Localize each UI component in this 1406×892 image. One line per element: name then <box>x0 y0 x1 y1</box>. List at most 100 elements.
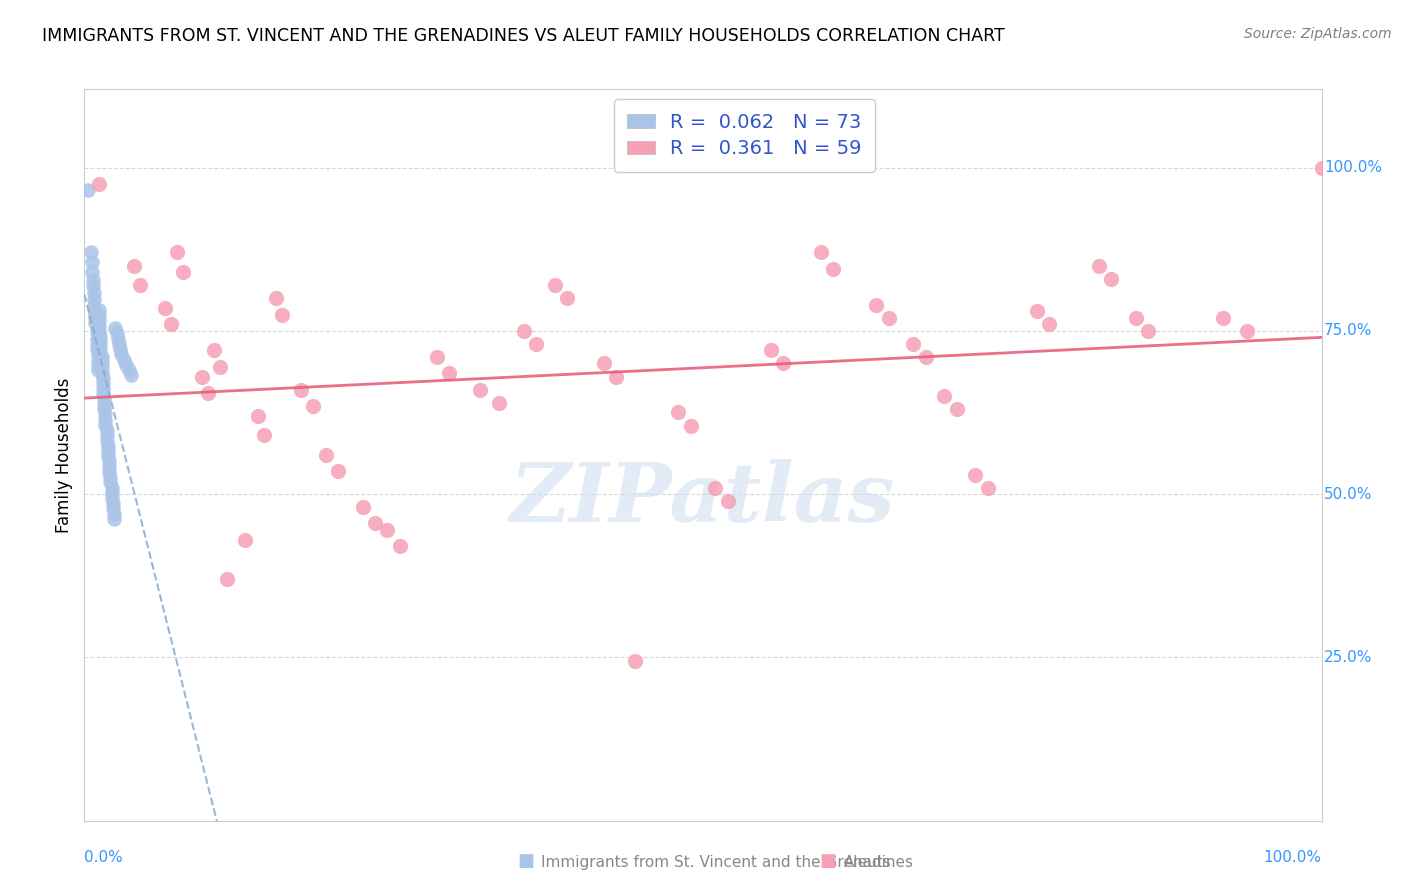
Point <box>543 278 565 293</box>
Point <box>666 405 689 419</box>
Point <box>89 313 111 327</box>
Point <box>166 245 188 260</box>
Point <box>87 347 110 361</box>
Point <box>209 359 232 374</box>
Point <box>118 363 141 377</box>
Point <box>101 496 124 510</box>
Point <box>197 385 219 400</box>
Point <box>86 337 108 351</box>
Point <box>86 342 108 356</box>
Point <box>326 464 349 478</box>
Point <box>439 366 461 380</box>
Text: 25.0%: 25.0% <box>1324 650 1372 665</box>
Point <box>94 412 117 426</box>
Text: ■: ■ <box>517 852 534 870</box>
Point <box>1137 324 1160 338</box>
Point <box>605 369 627 384</box>
Point <box>965 467 987 482</box>
Text: 50.0%: 50.0% <box>1324 487 1372 501</box>
Point <box>100 491 122 505</box>
Point <box>94 408 117 422</box>
Point <box>87 352 110 367</box>
Point <box>821 261 844 276</box>
Point <box>100 481 122 495</box>
Point <box>1026 304 1049 318</box>
Point <box>84 305 107 319</box>
Point <box>865 298 887 312</box>
Point <box>89 318 111 333</box>
Point <box>98 459 121 474</box>
Point <box>264 291 287 305</box>
Point <box>90 366 112 380</box>
Point <box>90 355 112 369</box>
Point <box>89 334 111 349</box>
Point <box>84 305 107 319</box>
Point <box>80 265 103 279</box>
Point <box>98 454 121 468</box>
Point <box>87 363 110 377</box>
Text: 0.0%: 0.0% <box>84 850 124 865</box>
Point <box>86 321 108 335</box>
Point <box>976 481 998 495</box>
Point <box>624 654 647 668</box>
Point <box>877 310 900 325</box>
Point <box>97 449 120 463</box>
Point <box>202 343 225 358</box>
Point <box>86 326 108 341</box>
Point <box>93 402 115 417</box>
Point <box>98 465 121 479</box>
Point <box>315 448 337 462</box>
Point <box>89 177 111 191</box>
Point <box>1099 271 1122 285</box>
Text: 100.0%: 100.0% <box>1264 850 1322 865</box>
Point <box>108 337 131 351</box>
Point <box>377 523 399 537</box>
Point <box>160 318 183 332</box>
Point <box>679 418 702 433</box>
Point <box>91 381 114 395</box>
Point <box>96 434 118 448</box>
Point <box>87 358 110 372</box>
Point <box>97 439 120 453</box>
Point <box>488 395 510 409</box>
Text: Immigrants from St. Vincent and the Grenadines: Immigrants from St. Vincent and the Gren… <box>541 855 914 870</box>
Point <box>215 572 238 586</box>
Point <box>82 279 104 293</box>
Point <box>79 245 101 260</box>
Text: Source: ZipAtlas.com: Source: ZipAtlas.com <box>1244 27 1392 41</box>
Point <box>426 350 449 364</box>
Point <box>91 371 114 385</box>
Point <box>84 310 107 325</box>
Point <box>364 516 387 531</box>
Point <box>470 383 492 397</box>
Point <box>388 539 411 553</box>
Point <box>105 326 128 341</box>
Point <box>80 255 103 269</box>
Point <box>96 423 118 437</box>
Point <box>104 321 127 335</box>
Point <box>100 485 122 500</box>
Point <box>89 308 111 322</box>
Point <box>83 285 105 300</box>
Point <box>129 278 152 293</box>
Text: ZIPatlas: ZIPatlas <box>510 458 896 539</box>
Point <box>98 470 121 484</box>
Point <box>94 417 117 432</box>
Point <box>122 259 145 273</box>
Text: IMMIGRANTS FROM ST. VINCENT AND THE GRENADINES VS ALEUT FAMILY HOUSEHOLDS CORREL: IMMIGRANTS FROM ST. VINCENT AND THE GREN… <box>42 27 1005 45</box>
Point <box>86 332 108 346</box>
Legend: R =  0.062   N = 73, R =  0.361   N = 59: R = 0.062 N = 73, R = 0.361 N = 59 <box>614 99 876 172</box>
Point <box>772 357 794 371</box>
Point <box>103 507 125 521</box>
Point <box>93 392 115 406</box>
Point <box>253 428 276 442</box>
Point <box>89 302 111 317</box>
Point <box>112 352 135 367</box>
Text: ■: ■ <box>820 852 837 870</box>
Text: Aleuts: Aleuts <box>844 855 891 870</box>
Text: 100.0%: 100.0% <box>1324 160 1382 175</box>
Point <box>302 399 325 413</box>
Point <box>82 273 104 287</box>
Point <box>96 428 118 442</box>
Point <box>91 376 114 390</box>
